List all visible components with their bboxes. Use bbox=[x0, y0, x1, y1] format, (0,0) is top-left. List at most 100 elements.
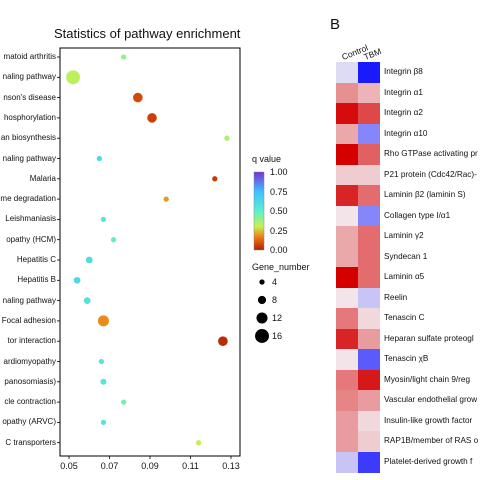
gene-label: P21 protein (Cdc42/Rac)- bbox=[384, 169, 477, 179]
gene-label: Tenascin χB bbox=[384, 354, 429, 364]
legend-size-dot bbox=[257, 295, 267, 305]
chart-title: Statistics of pathway enrichment bbox=[54, 26, 241, 41]
legend-size-label: 4 bbox=[272, 277, 278, 287]
gene-label: Integrin β8 bbox=[384, 67, 423, 77]
pathway-label: matoid arthritis bbox=[3, 52, 56, 61]
x-tick-label: 0.07 bbox=[100, 461, 119, 471]
panel-a-bubble-chart: Statistics of pathway enrichment matoid … bbox=[0, 26, 309, 471]
heatmap-cell bbox=[336, 185, 358, 206]
pathway-bubble bbox=[73, 276, 81, 284]
heatmap-cell bbox=[358, 123, 380, 145]
gene-label: Rho GTPase activating pr bbox=[384, 149, 478, 159]
heatmap-cell bbox=[358, 82, 380, 104]
pathway-bubble bbox=[100, 378, 107, 385]
heatmap-cell bbox=[358, 369, 380, 391]
gene-label: Vascular endothelial grow bbox=[384, 395, 478, 405]
pathway-label: C transporters bbox=[5, 437, 56, 447]
heatmap-cell bbox=[336, 226, 358, 247]
heatmap-cell bbox=[336, 410, 358, 432]
heatmap-cell bbox=[336, 451, 358, 473]
heatmap-cell bbox=[358, 410, 380, 432]
panel-b-heatmap: B Control TBM Integrin β8 Integrin α1 Inte… bbox=[326, 0, 480, 480]
gene-label: Integrin α10 bbox=[384, 128, 428, 138]
pathway-bubble bbox=[110, 237, 117, 243]
gene-label: Collagen type I/α1 bbox=[384, 210, 451, 220]
x-tick-label: 0.13 bbox=[222, 461, 240, 471]
heatmap-cell bbox=[336, 164, 358, 186]
pathway-bubble bbox=[97, 315, 109, 327]
pathway-bubble bbox=[224, 135, 230, 141]
x-tick-label: 0.11 bbox=[182, 461, 199, 471]
pathway-label: Hepatitis B bbox=[17, 275, 56, 285]
gene-label: RAP1B/member of RAS o bbox=[384, 436, 479, 446]
heatmap-cell bbox=[358, 103, 380, 124]
q-value-colorbar bbox=[253, 171, 265, 251]
pathway-bubble bbox=[121, 399, 127, 405]
legend-q-tick: 0.25 bbox=[270, 225, 288, 236]
pathway-bubble bbox=[100, 419, 107, 426]
heatmap-cell bbox=[358, 205, 380, 227]
gene-label: Insulin-like growth factor bbox=[384, 415, 473, 425]
pathway-bubble bbox=[163, 196, 169, 202]
heatmap-cell bbox=[336, 431, 358, 452]
pathway-label: nson's disease bbox=[3, 92, 56, 102]
pathway-label: Hepatitis C bbox=[16, 255, 56, 264]
heatmap-cell bbox=[358, 226, 380, 247]
gene-label: Laminin γ2 bbox=[384, 231, 424, 241]
legend-size-dot bbox=[256, 312, 268, 324]
gene-label: Reelin bbox=[384, 292, 408, 302]
pathway-bubble bbox=[85, 256, 93, 264]
legend-q-tick: 0.00 bbox=[270, 245, 288, 255]
pathway-label: opathy (HCM) bbox=[6, 234, 56, 244]
heatmap-cell bbox=[358, 451, 380, 473]
heatmap-cell bbox=[336, 82, 358, 104]
heatmap-cell bbox=[358, 328, 380, 350]
gene-label: Integrin α2 bbox=[384, 108, 423, 118]
gene-label: Laminin α5 bbox=[384, 272, 425, 282]
gene-label: Laminin β2 (laminin S) bbox=[384, 190, 466, 200]
heatmap-cell bbox=[358, 431, 380, 452]
heatmap-cell bbox=[358, 144, 380, 165]
legend-q-tick: 1.00 bbox=[270, 167, 288, 177]
plot-frame bbox=[59, 47, 241, 457]
heatmap-cell bbox=[358, 185, 380, 206]
pathway-label: hosphorylation bbox=[3, 112, 56, 122]
pathway-label: Focal adhesion bbox=[1, 315, 56, 325]
heatmap-cell bbox=[336, 62, 358, 83]
gene-label: Tenascin C bbox=[384, 313, 425, 323]
heatmap-cell bbox=[336, 349, 358, 370]
heatmap-cell bbox=[336, 246, 358, 268]
pathway-label: tor interaction bbox=[7, 336, 56, 346]
pathway-label: naling pathway bbox=[2, 295, 56, 305]
pathway-label: opathy (ARVC) bbox=[2, 417, 56, 427]
pathway-bubble bbox=[66, 70, 81, 85]
pathway-label: naling pathway bbox=[2, 72, 56, 82]
heatmap-cell bbox=[358, 308, 380, 329]
pathway-bubble bbox=[96, 155, 103, 162]
x-tick-label: 0.09 bbox=[141, 461, 159, 471]
gene-label: Platelet-derived growth f bbox=[384, 456, 473, 466]
heatmap-cell bbox=[358, 349, 380, 370]
pathway-label: Malaria bbox=[29, 173, 56, 183]
heatmap-cell bbox=[358, 287, 380, 309]
pathway-bubble bbox=[133, 92, 143, 103]
heatmap-cell bbox=[336, 123, 358, 145]
heatmap-cell bbox=[336, 144, 358, 165]
heatmap-cell bbox=[358, 164, 380, 186]
pathway-label: naling pathway bbox=[2, 153, 56, 163]
pathway-bubble bbox=[83, 297, 91, 304]
pathway-bubble bbox=[147, 113, 157, 123]
pathway-bubble bbox=[98, 358, 105, 365]
heatmap-cell bbox=[336, 308, 358, 329]
pathway-bubble bbox=[121, 54, 127, 60]
legend-q-tick: 0.50 bbox=[270, 206, 288, 216]
pathway-label: ardiomyopathy bbox=[3, 356, 56, 366]
pathway-label: an biosynthesis bbox=[0, 133, 56, 143]
heatmap-cell bbox=[336, 205, 358, 227]
pathway-label: cle contraction bbox=[4, 397, 56, 407]
pathway-bubble bbox=[100, 216, 107, 223]
heatmap-cell bbox=[336, 267, 358, 288]
pathway-label: panosomiasis) bbox=[4, 376, 56, 386]
gene-label: Heparan sulfate proteogl bbox=[384, 333, 474, 343]
pathway-bubble bbox=[218, 336, 228, 347]
